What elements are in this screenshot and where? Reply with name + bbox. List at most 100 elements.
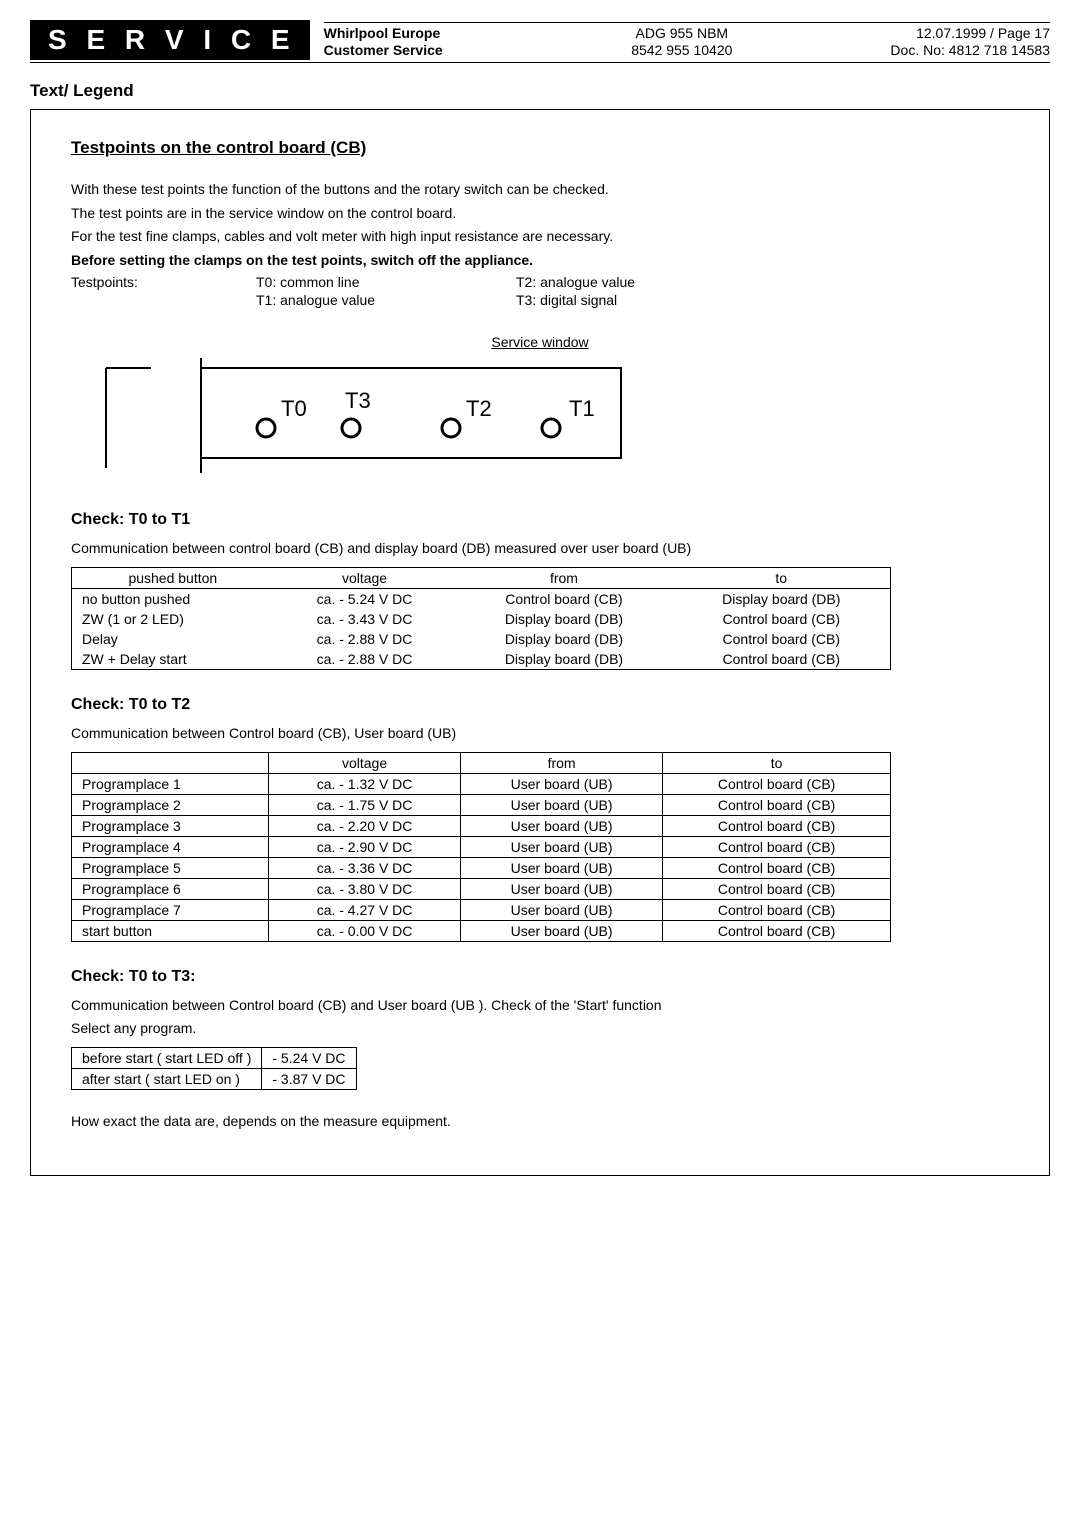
- header-company: Whirlpool Europe Customer Service: [324, 22, 544, 57]
- check2-cell: Programplace 4: [72, 836, 269, 857]
- closing-note: How exact the data are, depends on the m…: [71, 1112, 1009, 1132]
- check1-desc: Communication between control board (CB)…: [71, 539, 1009, 559]
- check2-cell: ca. - 2.90 V DC: [269, 836, 461, 857]
- check2-cell: Control board (CB): [663, 815, 891, 836]
- diagram-t1: T1: [569, 396, 595, 421]
- check2-cell: ca. - 2.20 V DC: [269, 815, 461, 836]
- company-line2: Customer Service: [324, 42, 544, 58]
- model-line2: 8542 955 10420: [544, 42, 820, 58]
- check1-cell: ZW + Delay start: [72, 649, 274, 670]
- check2-cell: User board (UB): [461, 773, 663, 794]
- check2-header: from: [461, 752, 663, 773]
- company-line1: Whirlpool Europe: [324, 25, 544, 41]
- check1-title: Check: T0 to T1: [71, 511, 1009, 529]
- diagram-t0: T0: [281, 396, 307, 421]
- check2-cell: User board (UB): [461, 836, 663, 857]
- check1-header: voltage: [274, 567, 456, 588]
- check1-table: pushed buttonvoltagefromto no button push…: [71, 567, 891, 670]
- tp-t3: T3: digital signal: [516, 292, 1009, 308]
- check2-cell: Control board (CB): [663, 899, 891, 920]
- check2-title: Check: T0 to T2: [71, 696, 1009, 714]
- check2-cell: User board (UB): [461, 899, 663, 920]
- tp-p2: The test points are in the service windo…: [71, 204, 1009, 224]
- check2-cell: Control board (CB): [663, 878, 891, 899]
- check2-cell: User board (UB): [461, 815, 663, 836]
- check2-cell: Programplace 7: [72, 899, 269, 920]
- header-model: ADG 955 NBM 8542 955 10420: [544, 22, 820, 57]
- check1-header: from: [455, 567, 672, 588]
- check1-cell: ca. - 2.88 V DC: [274, 649, 456, 670]
- check3-desc2: Select any program.: [71, 1019, 1009, 1039]
- tp-label: Testpoints:: [71, 274, 256, 290]
- check2-header: voltage: [269, 752, 461, 773]
- doc-no: Doc. No: 4812 718 14583: [820, 42, 1050, 58]
- date-page: 12.07.1999 / Page 17: [820, 25, 1050, 41]
- tp-p3: For the test fine clamps, cables and vol…: [71, 227, 1009, 247]
- check3-title: Check: T0 to T3:: [71, 968, 1009, 986]
- check1-cell: Display board (DB): [455, 649, 672, 670]
- check3-desc1: Communication between Control board (CB)…: [71, 996, 1009, 1016]
- check3-cell: - 5.24 V DC: [262, 1047, 356, 1068]
- check2-cell: Programplace 1: [72, 773, 269, 794]
- check2-cell: Control board (CB): [663, 920, 891, 941]
- check2-header: to: [663, 752, 891, 773]
- diagram-t2: T2: [466, 396, 492, 421]
- check2-cell: User board (UB): [461, 794, 663, 815]
- check2-cell: User board (UB): [461, 920, 663, 941]
- check2-cell: ca. - 3.80 V DC: [269, 878, 461, 899]
- check2-cell: ca. - 1.75 V DC: [269, 794, 461, 815]
- check2-cell: start button: [72, 920, 269, 941]
- check2-cell: Control board (CB): [663, 857, 891, 878]
- check1-cell: ca. - 2.88 V DC: [274, 629, 456, 649]
- check3-cell: before start ( start LED off ): [72, 1047, 262, 1068]
- service-badge: S E R V I C E: [30, 20, 310, 60]
- testpoints-row1: Testpoints: T0: common line T2: analogue…: [71, 274, 1009, 290]
- check2-cell: Control board (CB): [663, 836, 891, 857]
- check1-cell: no button pushed: [72, 588, 274, 609]
- check1-cell: ca. - 5.24 V DC: [274, 588, 456, 609]
- check3-cell: - 3.87 V DC: [262, 1068, 356, 1089]
- testpoints-heading: Testpoints on the control board (CB): [71, 138, 1009, 158]
- service-window-diagram: T0 T3 T2 T1: [91, 358, 1009, 481]
- testpoints-row2: T1: analogue value T3: digital signal: [71, 292, 1009, 308]
- page-header: S E R V I C E Whirlpool Europe Customer …: [30, 20, 1050, 63]
- check2-cell: Programplace 2: [72, 794, 269, 815]
- check1-cell: Control board (CB): [673, 609, 891, 629]
- check1-cell: Display board (DB): [673, 588, 891, 609]
- diagram-t3: T3: [345, 388, 371, 413]
- tp-p1: With these test points the function of t…: [71, 180, 1009, 200]
- check2-header: [72, 752, 269, 773]
- service-window-label: Service window: [71, 334, 1009, 350]
- check1-cell: Display board (DB): [455, 609, 672, 629]
- check2-desc: Communication between Control board (CB)…: [71, 724, 1009, 744]
- tp-t1: T1: analogue value: [256, 292, 516, 308]
- check2-cell: Control board (CB): [663, 773, 891, 794]
- section-title: Text/ Legend: [30, 81, 1050, 101]
- tp-t0: T0: common line: [256, 274, 516, 290]
- check1-cell: ca. - 3.43 V DC: [274, 609, 456, 629]
- check2-cell: User board (UB): [461, 857, 663, 878]
- check1-cell: ZW (1 or 2 LED): [72, 609, 274, 629]
- tp-t2: T2: analogue value: [516, 274, 1009, 290]
- check3-cell: after start ( start LED on ): [72, 1068, 262, 1089]
- check2-cell: ca. - 0.00 V DC: [269, 920, 461, 941]
- check1-cell: Control board (CB): [673, 649, 891, 670]
- check1-header: pushed button: [72, 567, 274, 588]
- check1-cell: Control board (CB): [673, 629, 891, 649]
- check3-table: before start ( start LED off )- 5.24 V D…: [71, 1047, 357, 1090]
- header-doc: 12.07.1999 / Page 17 Doc. No: 4812 718 1…: [820, 22, 1050, 57]
- model-line1: ADG 955 NBM: [544, 25, 820, 41]
- tp-p4: Before setting the clamps on the test po…: [71, 251, 1009, 271]
- check1-header: to: [673, 567, 891, 588]
- check1-cell: Control board (CB): [455, 588, 672, 609]
- check2-cell: Control board (CB): [663, 794, 891, 815]
- check1-cell: Delay: [72, 629, 274, 649]
- check2-cell: Programplace 5: [72, 857, 269, 878]
- check2-cell: Programplace 6: [72, 878, 269, 899]
- check2-cell: ca. - 3.36 V DC: [269, 857, 461, 878]
- check2-table: voltagefromto Programplace 1ca. - 1.32 V …: [71, 752, 891, 942]
- check1-cell: Display board (DB): [455, 629, 672, 649]
- document-box: Testpoints on the control board (CB) Wit…: [30, 109, 1050, 1176]
- check2-cell: Programplace 3: [72, 815, 269, 836]
- check2-cell: ca. - 1.32 V DC: [269, 773, 461, 794]
